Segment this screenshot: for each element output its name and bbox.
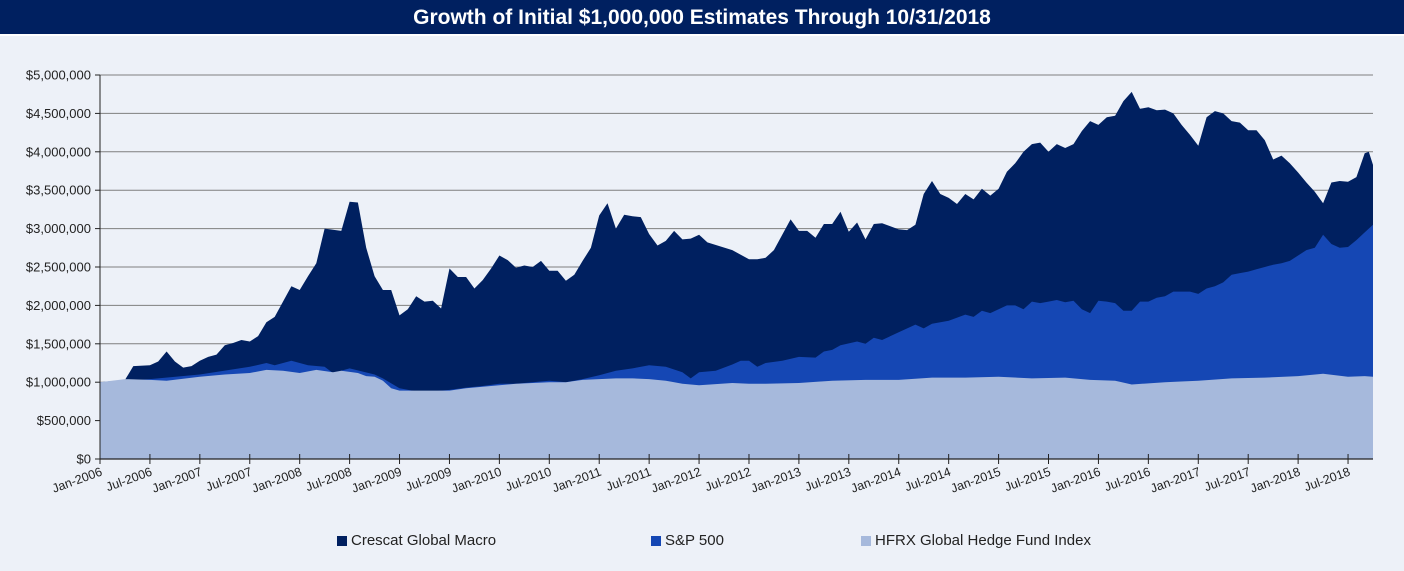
x-tick-label: Jul-2010 (503, 465, 553, 495)
legend-label-hfrx: HFRX Global Hedge Fund Index (875, 532, 1091, 549)
legend-swatch-hfrx (861, 535, 871, 546)
x-tick-label: Jan-2018 (1248, 465, 1302, 496)
y-tick-label: $1,500,000 (26, 336, 91, 351)
legend-label-crescat: Crescat Global Macro (351, 532, 497, 549)
x-tick-label: Jan-2009 (350, 465, 404, 496)
x-tick-label: Jan-2015 (949, 465, 1003, 496)
y-tick-label: $500,000 (37, 413, 91, 428)
x-tick-label: Jul-2006 (104, 465, 154, 495)
legend-swatch-crescat (337, 535, 347, 546)
y-tick-label: $3,500,000 (26, 183, 91, 198)
y-tick-label: $0 (77, 452, 91, 467)
x-tick-label: Jan-2010 (450, 465, 504, 496)
x-tick-label: Jan-2014 (849, 465, 903, 496)
legend-swatch-sp500 (651, 535, 661, 546)
x-tick-label: Jan-2012 (649, 465, 703, 496)
y-tick-label: $5,000,000 (26, 68, 91, 83)
x-tick-label: Jan-2011 (550, 465, 603, 496)
x-tick-label: Jan-2016 (1049, 465, 1103, 496)
x-tick-label: Jul-2018 (1302, 465, 1352, 495)
x-tick-label: Jul-2008 (304, 465, 354, 495)
x-tick-label: Jul-2016 (1103, 465, 1153, 495)
y-tick-label: $2,500,000 (26, 260, 91, 275)
x-tick-label: Jan-2007 (150, 465, 204, 496)
legend-item-crescat: Crescat Global Macro (337, 532, 496, 549)
y-tick-label: $4,000,000 (26, 144, 91, 159)
growth-chart: $0 $500,000 $1,000,000 $1,500,000 $2,000,000… (26, 68, 1373, 496)
chart-title: Growth of Initial $1,000,000 Estimates T… (0, 0, 1404, 36)
x-tick-label: Jan-2013 (749, 465, 803, 496)
x-tick-label: Jul-2007 (204, 465, 254, 495)
legend-item-sp500: S&P 500 (651, 532, 724, 549)
x-tick-label: Jan-2006 (50, 465, 104, 496)
x-tick-label: Jan-2008 (250, 465, 304, 496)
x-tick-label: Jul-2017 (1202, 465, 1252, 495)
x-tick-label: Jul-2009 (404, 465, 454, 495)
y-tick-label: $2,000,000 (26, 298, 91, 313)
y-axis-ticks: $0 $500,000 $1,000,000 $1,500,000 $2,000,000… (26, 68, 100, 467)
x-tick-label: Jul-2012 (703, 465, 753, 495)
series-areas (100, 91, 1373, 460)
y-tick-label: $1,000,000 (26, 375, 91, 390)
y-tick-label: $4,500,000 (26, 106, 91, 121)
x-tick-label: Jul-2011 (604, 465, 653, 494)
legend-label-sp500: S&P 500 (665, 532, 724, 549)
legend: Crescat Global Macro S&P 500 HFRX Global… (0, 530, 1404, 554)
x-tick-label: Jul-2013 (803, 465, 853, 495)
area-hfrx-global-hedge-fund-index (100, 369, 1373, 459)
legend-item-hfrx: HFRX Global Hedge Fund Index (861, 532, 1091, 549)
x-tick-label: Jul-2015 (1003, 465, 1053, 495)
y-tick-label: $3,000,000 (26, 221, 91, 236)
x-tick-label: Jul-2014 (903, 465, 953, 495)
x-tick-label: Jan-2017 (1149, 465, 1203, 496)
